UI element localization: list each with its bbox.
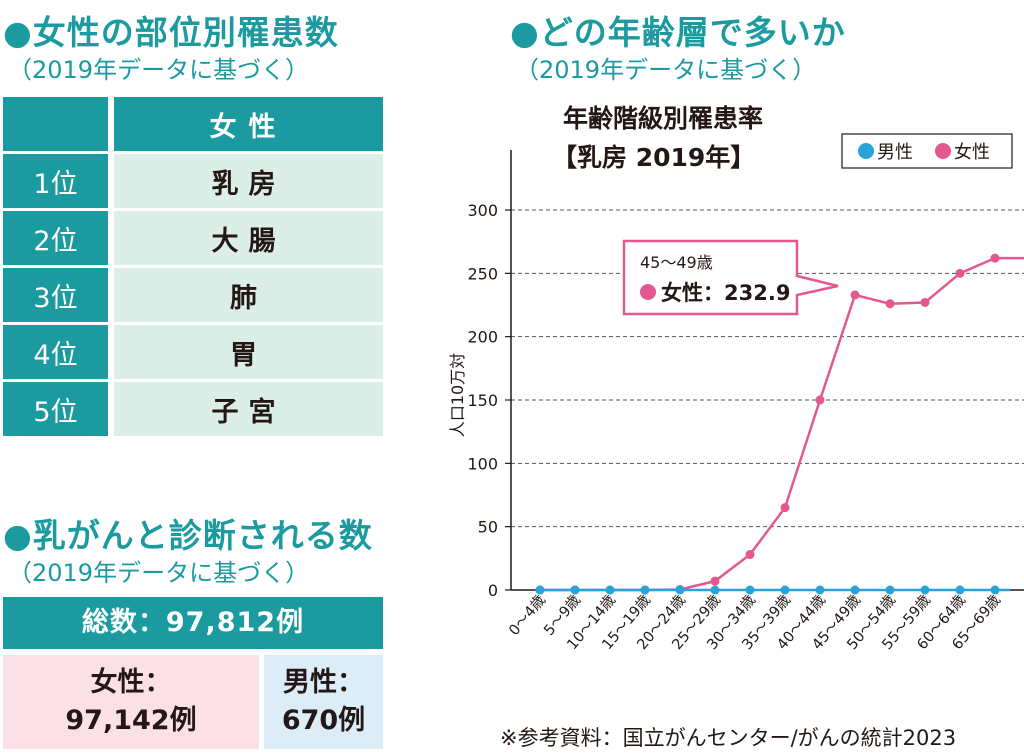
site-cell: 乳房 <box>114 154 383 208</box>
female-sites-subheading: （2019年データに基づく） <box>8 56 310 84</box>
breast-cancer-count-subheading: （2019年データに基づく） <box>8 559 310 587</box>
chart-series <box>535 253 1024 595</box>
breast-cancer-count-heading: ●乳がんと診断される数 <box>3 516 373 555</box>
ranking-table-header: 女性 <box>3 97 383 151</box>
data-point-male <box>990 585 1000 595</box>
table-row: 4位 胃 <box>3 325 383 379</box>
ranking-header-blank <box>3 97 114 151</box>
data-point-male <box>920 585 930 595</box>
table-row: 2位 大腸 <box>3 211 383 265</box>
data-point-male <box>815 585 825 595</box>
data-point-female <box>920 297 930 307</box>
chart-legend: 男性 女性 <box>841 133 1013 169</box>
data-point-male <box>675 585 685 595</box>
y-tick-label: 250 <box>467 264 498 283</box>
annotation-age-label: 45〜49歳 <box>640 253 713 272</box>
table-row: 5位 子宮 <box>3 382 383 436</box>
y-axis-label: 人口10万対 <box>448 353 467 437</box>
male-count-label: 男性： <box>283 667 364 698</box>
female-count-label: 女性： <box>90 667 172 698</box>
female-sites-heading: ●女性の部位別罹患数 <box>3 13 339 52</box>
annotation-marker <box>640 284 656 300</box>
data-point-female <box>710 576 720 586</box>
legend-female-label: 女性 <box>954 142 990 163</box>
y-tick-labels: 0 50 100 150 200 250 300 <box>467 201 498 600</box>
site-cell: 肺 <box>114 268 383 322</box>
chart-subtitle: 【乳房 2019年】 <box>552 143 756 172</box>
rank-cell: 1位 <box>3 154 114 208</box>
female-count-value: 97,142例 <box>65 705 197 736</box>
y-tick-label: 50 <box>478 518 498 537</box>
data-point-male <box>710 585 720 595</box>
data-point-male <box>780 585 790 595</box>
source-note: ※参考資料：国立がんセンター/がんの統計2023 <box>500 726 957 750</box>
data-point-female <box>885 299 895 309</box>
y-tick-label: 0 <box>488 581 498 600</box>
peak-annotation: 45〜49歳 女性：232.9 <box>622 239 839 316</box>
site-cell: 子宮 <box>114 382 383 436</box>
ranking-header-female: 女性 <box>114 97 383 151</box>
rank-cell: 2位 <box>3 211 114 265</box>
chart-title: 年齢階級別罹患率 <box>563 104 764 133</box>
x-tick-labels: 0〜4歳5〜9歳10〜14歳15〜19歳20〜24歳25〜29歳30〜34歳35… <box>506 592 1005 653</box>
rank-cell: 5位 <box>3 382 114 436</box>
site-cell: 胃 <box>114 325 383 379</box>
male-count-value: 670例 <box>281 705 366 736</box>
y-tick-label: 300 <box>467 201 498 220</box>
data-point-male <box>570 585 580 595</box>
data-point-male <box>605 585 615 595</box>
data-point-female <box>850 290 860 300</box>
legend-female-marker <box>935 143 951 159</box>
data-point-female <box>780 503 790 513</box>
data-point-male <box>745 585 755 595</box>
age-group-subheading: （2019年データに基づく） <box>515 56 817 84</box>
y-tick-label: 200 <box>467 328 498 347</box>
table-row: 1位 乳房 <box>3 154 383 208</box>
data-point-female <box>955 268 965 278</box>
data-point-male <box>850 585 860 595</box>
male-count-box: 男性： 670例 <box>264 655 383 749</box>
annotation-value-label: 女性：232.9 <box>661 281 790 305</box>
y-tick-label: 150 <box>467 391 498 410</box>
data-point-female <box>745 550 755 560</box>
ranking-table: 女性 1位 乳房 2位 大腸 3位 肺 4位 胃 5位 子宮 <box>3 94 383 439</box>
data-point-male <box>640 585 650 595</box>
data-point-female <box>815 395 825 405</box>
total-count-bar: 総数：97,812例 <box>3 597 383 649</box>
legend-male-label: 男性 <box>877 142 913 163</box>
data-point-female <box>990 253 1000 263</box>
age-group-heading: ●どの年齢層で多いか <box>510 13 846 52</box>
data-point-male <box>535 585 545 595</box>
data-point-male <box>955 585 965 595</box>
annotation-callout <box>622 239 839 316</box>
y-tick-label: 100 <box>467 454 498 473</box>
data-point-male <box>885 585 895 595</box>
rank-cell: 3位 <box>3 268 114 322</box>
legend-male-marker <box>858 143 874 159</box>
rank-cell: 4位 <box>3 325 114 379</box>
table-row: 3位 肺 <box>3 268 383 322</box>
x-tick-label: 0〜4歳 <box>506 592 550 639</box>
female-count-box: 女性： 97,142例 <box>3 655 259 749</box>
site-cell: 大腸 <box>114 211 383 265</box>
